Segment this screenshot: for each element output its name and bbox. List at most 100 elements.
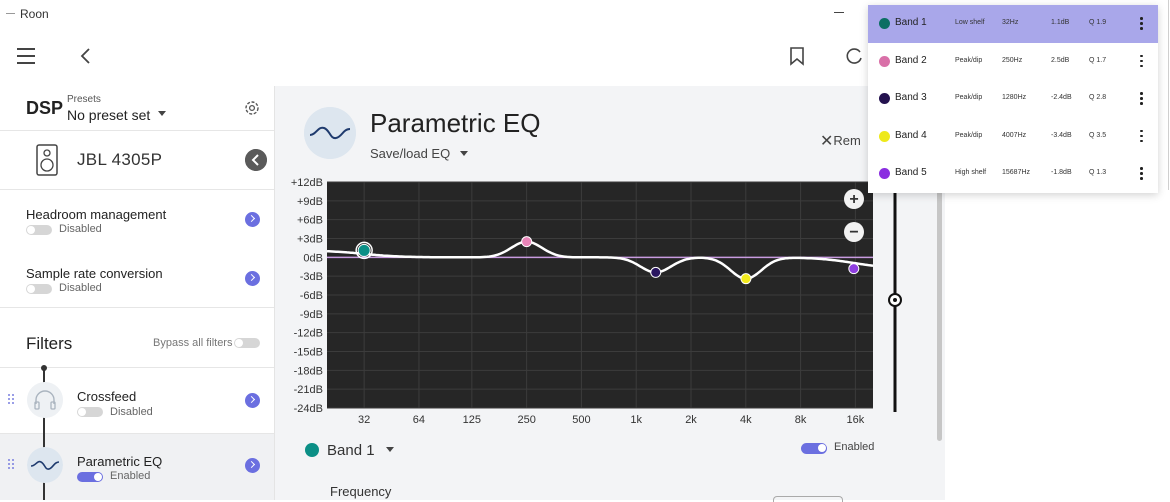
sample-rate-toggle[interactable]: [26, 284, 52, 294]
scrollbar[interactable]: [937, 186, 942, 441]
band-gain: 2.5dB: [1051, 56, 1070, 64]
band-list-item[interactable]: Band 4 Peak/dip 4007Hz -3.4dB Q 3.5: [868, 118, 1158, 156]
eq-curve-icon: [27, 447, 63, 483]
save-load-eq-dropdown[interactable]: Save/load EQ: [370, 146, 451, 161]
more-options-icon[interactable]: [1139, 167, 1143, 181]
crossfeed-open-button[interactable]: [245, 393, 260, 408]
chevron-down-icon[interactable]: [460, 151, 468, 156]
sample-rate-conversion-label: Sample rate conversion: [26, 266, 163, 281]
x-tick-label: 32: [358, 414, 370, 426]
bypass-all-label: Bypass all filters: [153, 337, 233, 349]
y-tick-label: -6dB: [300, 290, 323, 302]
more-options-icon[interactable]: [1139, 17, 1143, 31]
back-arrow-icon[interactable]: [76, 46, 96, 66]
frequency-input[interactable]: [773, 496, 843, 502]
window-edge: [1168, 0, 1169, 190]
parametric-eq-status: Enabled: [110, 470, 151, 482]
more-options-icon[interactable]: [1139, 92, 1143, 106]
parametric-eq-toggle[interactable]: [77, 472, 103, 482]
more-options-icon[interactable]: [1139, 129, 1143, 144]
y-tick-label: 0dB: [303, 252, 323, 264]
more-options-icon[interactable]: [1139, 54, 1143, 69]
parametric-eq-label: Parametric EQ: [77, 454, 163, 469]
band-type: High shelf: [955, 169, 987, 177]
drag-handle-icon[interactable]: [8, 459, 16, 471]
divider: [0, 130, 274, 131]
hamburger-menu-icon[interactable]: [17, 48, 35, 64]
band-name: Band 2: [895, 54, 927, 66]
band-gain: 1.1dB: [1051, 19, 1070, 26]
band-list-item[interactable]: Band 2 Peak/dip 250Hz 2.5dB Q 1.7: [868, 43, 1158, 81]
preset-dropdown[interactable]: No preset set: [67, 107, 151, 123]
crossfeed-toggle[interactable]: [77, 407, 103, 417]
band-list-item[interactable]: Band 1 Low shelf 32Hz 1.1dB Q 1.9: [868, 5, 1158, 43]
band-marker-ring: [355, 241, 373, 260]
x-tick-label: 2k: [685, 414, 697, 426]
band-name: Band 5: [895, 167, 927, 179]
band-gain: -1.8dB: [1051, 169, 1072, 177]
band-list-item[interactable]: Band 3 Peak/dip 1280Hz -2.4dB Q 2.8: [868, 80, 1158, 118]
y-tick-label: +9dB: [297, 196, 323, 208]
drag-handle-icon[interactable]: [8, 394, 16, 406]
zoom-out-button-label: −: [849, 224, 858, 241]
remove-label: Rem: [833, 133, 861, 148]
band-marker[interactable]: [521, 236, 533, 248]
speaker-icon: [36, 144, 58, 176]
band-color-dot: [879, 55, 890, 67]
divider: [0, 189, 274, 190]
band-q: Q 1.7: [1089, 56, 1107, 64]
y-tick-label: +6dB: [297, 215, 323, 227]
presets-label: Presets: [67, 94, 101, 105]
headroom-toggle[interactable]: [26, 225, 52, 235]
band-frequency: 1280Hz: [1002, 94, 1027, 102]
bookmark-icon[interactable]: [788, 46, 806, 66]
chevron-down-icon[interactable]: [386, 447, 394, 452]
sample-rate-open-button[interactable]: [245, 271, 260, 286]
chevron-down-icon[interactable]: [158, 111, 166, 116]
band-list-item[interactable]: Band 5 High shelf 15687Hz -1.8dB Q 1.3: [868, 155, 1158, 193]
band-marker[interactable]: [848, 263, 860, 275]
band-color-dot: [879, 168, 890, 180]
zoom-in-button[interactable]: [844, 189, 864, 209]
band-gain: -3.4dB: [1051, 131, 1072, 139]
top-toolbar: [0, 28, 945, 86]
band-color-dot: [879, 130, 890, 142]
band-selector[interactable]: Band 1: [327, 442, 375, 459]
y-tick-label: -12dB: [294, 328, 323, 340]
eq-response-chart[interactable]: +12dB +9dB +6dB +3dB 0dB -3dB -6dB -9dB -12dB -15…: [275, 178, 875, 428]
y-tick-label: -18dB: [294, 365, 323, 377]
zoom-out-button[interactable]: [844, 222, 864, 242]
band-gain: -2.4dB: [1051, 94, 1072, 102]
eq-editor-panel: Parametric EQ Save/load EQ ✕Rem +12dB +9d…: [275, 86, 945, 502]
band-frequency: 250Hz: [1002, 56, 1023, 64]
bypass-all-toggle[interactable]: [234, 338, 260, 348]
parametric-eq-open-button[interactable]: [245, 458, 260, 473]
band-marker[interactable]: [357, 243, 371, 257]
app-menu-icon[interactable]: [6, 13, 15, 14]
band-q: Q 3.5: [1089, 131, 1107, 139]
band-q: Q 1.9: [1089, 19, 1107, 26]
remove-button[interactable]: ✕Rem: [820, 130, 861, 150]
filter-chain-dot: [41, 365, 47, 371]
collapse-button[interactable]: [245, 149, 267, 171]
headroom-status: Disabled: [59, 223, 102, 235]
gear-icon[interactable]: [243, 99, 261, 117]
band-color-dot: [879, 93, 890, 105]
filter-chain-line: [43, 367, 45, 500]
band-frequency: 32Hz: [1002, 19, 1019, 26]
band-list-menu: Band 1 Low shelf 32Hz 1.1dB Q 1.9 Band 2 Peak/…: [868, 5, 1158, 193]
band-type: Peak/dip: [955, 56, 983, 64]
band-frequency: 15687Hz: [1002, 169, 1031, 177]
divider: [0, 433, 274, 434]
band-name: Band 1: [895, 17, 927, 28]
band-color-dot: [879, 18, 890, 29]
minimize-button[interactable]: [834, 12, 844, 13]
divider: [0, 307, 274, 308]
headroom-open-button[interactable]: [245, 212, 260, 227]
x-tick-label: 8k: [795, 414, 807, 426]
band-enabled-toggle[interactable]: [801, 443, 827, 454]
band-marker[interactable]: [740, 273, 752, 285]
band-marker[interactable]: [650, 266, 662, 278]
sample-rate-status: Disabled: [59, 282, 102, 294]
search-icon[interactable]: [845, 46, 865, 66]
